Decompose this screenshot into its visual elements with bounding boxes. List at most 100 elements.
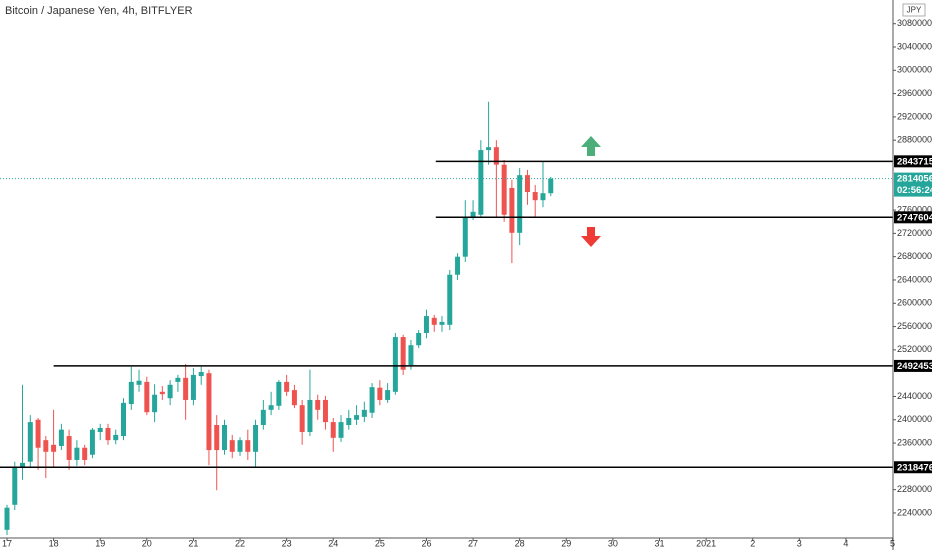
candle-body <box>400 337 406 370</box>
y-tick-label: 2280000 <box>897 484 932 494</box>
candle-body <box>369 387 375 413</box>
candle-body <box>35 419 41 448</box>
x-tick-label: 19 <box>95 538 105 548</box>
candle-body <box>276 381 282 406</box>
y-tick-label: 3040000 <box>897 41 932 51</box>
candle-body <box>4 507 10 530</box>
x-tick-label: 22 <box>235 538 245 548</box>
chart-title: Bitcoin / Japanese Yen, 4h, BITFLYER <box>5 5 193 17</box>
y-tick-label: 2440000 <box>897 391 932 401</box>
currency-label: JPY <box>907 6 922 15</box>
candle-body <box>478 150 484 215</box>
x-tick-label: 23 <box>282 538 292 548</box>
x-tick-label: 26 <box>421 538 431 548</box>
candle-body <box>517 175 523 233</box>
x-tick-label: 3 <box>797 538 802 548</box>
candle-body <box>152 394 158 413</box>
candle-body <box>105 427 111 441</box>
candle-body <box>455 256 461 275</box>
up-arrow <box>581 136 601 156</box>
candle-body <box>253 425 259 452</box>
candle-body <box>66 436 72 460</box>
candle-body <box>222 425 228 451</box>
candle-body <box>260 409 266 426</box>
y-tick-label: 2720000 <box>897 228 932 238</box>
y-tick-label: 2600000 <box>897 298 932 308</box>
candle-body <box>509 187 515 233</box>
x-tick-label: 4 <box>843 538 848 548</box>
candle-body <box>361 409 367 417</box>
x-tick-label: 2 <box>750 538 755 548</box>
y-tick-label: 2960000 <box>897 88 932 98</box>
y-tick-label: 2680000 <box>897 251 932 261</box>
candle-body <box>136 380 142 385</box>
candle-body <box>128 381 134 405</box>
candle-body <box>291 390 297 406</box>
x-tick-label: 28 <box>515 538 525 548</box>
level-label: 2318476 <box>897 462 932 473</box>
y-tick-label: 2560000 <box>897 321 932 331</box>
x-tick-label: 29 <box>561 538 571 548</box>
candle-body <box>322 399 328 423</box>
countdown-label: 02:56:24 <box>897 185 932 196</box>
candle-body <box>268 405 274 410</box>
level-label-box <box>894 359 932 372</box>
candle-body <box>493 147 499 165</box>
candle-body <box>167 384 173 399</box>
candle-body <box>245 440 251 452</box>
y-tick-label: 2360000 <box>897 437 932 447</box>
candle-body <box>501 164 507 215</box>
candle-body <box>486 147 492 151</box>
level-label-box <box>894 155 932 168</box>
x-tick-label: 27 <box>468 538 478 548</box>
y-tick-label: 2400000 <box>897 414 932 424</box>
candle-body <box>198 372 204 377</box>
candle-body <box>346 418 352 426</box>
candle-body <box>532 192 538 201</box>
candle-body <box>408 345 414 366</box>
candle-body <box>423 316 429 333</box>
x-tick-label: 31 <box>654 538 664 548</box>
candle-body <box>74 447 80 460</box>
y-tick-label: 3000000 <box>897 65 932 75</box>
y-tick-label: 2520000 <box>897 344 932 354</box>
candle-body <box>82 447 88 460</box>
plot-area <box>0 101 893 536</box>
candle-body <box>237 440 243 452</box>
candle-body <box>214 425 220 451</box>
level-label-box <box>894 211 932 224</box>
candle-body <box>12 466 18 505</box>
level-label: 2843715 <box>897 156 932 167</box>
candle-body <box>416 332 422 346</box>
candle-body <box>540 193 546 201</box>
candle-body <box>447 274 453 325</box>
candle-body <box>330 422 336 438</box>
candle-body <box>548 178 554 194</box>
candle-body <box>175 377 181 382</box>
candle-body <box>385 390 391 400</box>
candle-body <box>354 415 360 420</box>
candle-body <box>229 440 235 452</box>
level-label: 2747604 <box>897 212 932 223</box>
y-tick-label: 2920000 <box>897 111 932 121</box>
candle-body <box>524 175 530 193</box>
x-tick-label: 5 <box>890 538 895 548</box>
x-tick-label: 17 <box>2 538 12 548</box>
candle-body <box>27 422 33 462</box>
x-tick-label: 21 <box>188 538 198 548</box>
y-tick-label: 2640000 <box>897 274 932 284</box>
candle-body <box>51 444 57 452</box>
current-price-label: 2814056 <box>897 174 932 185</box>
candle-body <box>43 440 49 452</box>
candle-body <box>89 429 95 455</box>
candle-body <box>20 462 26 467</box>
candle-body <box>431 317 437 325</box>
candle-body <box>190 374 196 400</box>
y-tick-label: 2760000 <box>897 204 932 214</box>
candle-body <box>206 373 212 451</box>
candle-body <box>315 399 321 410</box>
down-arrow <box>581 227 601 247</box>
x-tick-label: 24 <box>328 538 338 548</box>
